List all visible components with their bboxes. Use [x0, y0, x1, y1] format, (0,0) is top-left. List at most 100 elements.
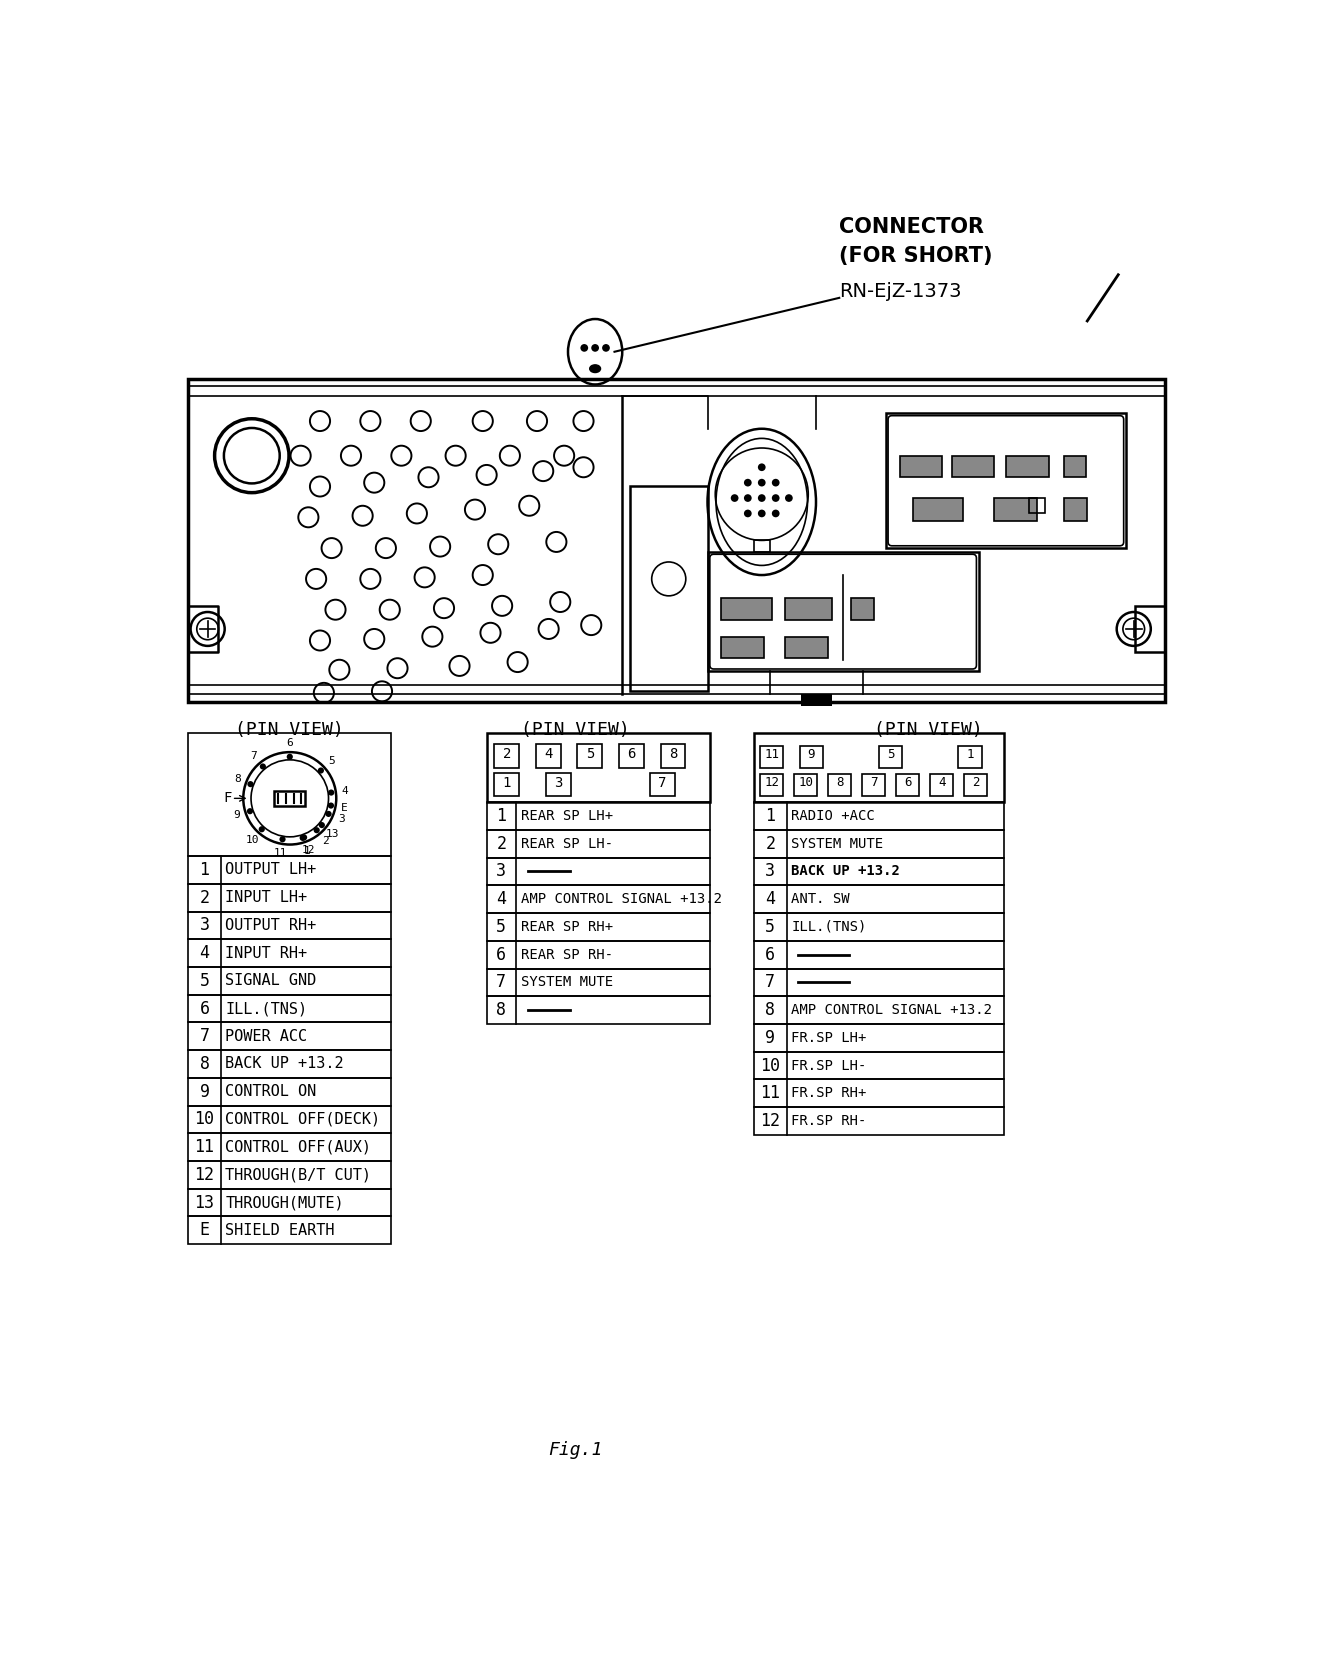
- Bar: [900, 455, 942, 477]
- Bar: [189, 1105, 391, 1134]
- Bar: [754, 1052, 1003, 1079]
- Text: CONNECTOR: CONNECTOR: [840, 217, 985, 237]
- Bar: [189, 912, 391, 939]
- Text: 2: 2: [503, 748, 511, 761]
- Text: 4: 4: [199, 944, 210, 963]
- Text: 12: 12: [764, 776, 779, 790]
- Bar: [754, 857, 1003, 885]
- Text: 3: 3: [496, 862, 507, 880]
- Text: REAR SP RH+: REAR SP RH+: [520, 921, 612, 934]
- Circle shape: [329, 790, 334, 796]
- Text: POWER ACC: POWER ACC: [226, 1028, 308, 1043]
- Circle shape: [772, 494, 780, 502]
- Bar: [619, 744, 644, 768]
- Bar: [1064, 455, 1085, 477]
- Text: 6: 6: [904, 776, 912, 790]
- Text: 1: 1: [766, 806, 775, 825]
- Circle shape: [744, 494, 751, 502]
- Circle shape: [591, 344, 599, 351]
- Text: BACK UP +13.2: BACK UP +13.2: [791, 865, 900, 879]
- Text: 5: 5: [199, 971, 210, 990]
- Bar: [754, 541, 770, 553]
- Bar: [785, 637, 828, 659]
- Bar: [754, 941, 1003, 968]
- Text: THROUGH(MUTE): THROUGH(MUTE): [226, 1194, 345, 1210]
- Text: 6: 6: [496, 946, 507, 964]
- Text: REAR SP RH-: REAR SP RH-: [520, 948, 612, 961]
- Text: 7: 7: [496, 973, 507, 991]
- Text: FR.SP LH+: FR.SP LH+: [791, 1032, 866, 1045]
- Bar: [754, 732, 1003, 801]
- Bar: [708, 553, 978, 672]
- Text: 7: 7: [199, 1026, 210, 1045]
- Bar: [487, 996, 710, 1023]
- Bar: [660, 744, 685, 768]
- Bar: [862, 774, 886, 796]
- Circle shape: [280, 837, 285, 842]
- Circle shape: [602, 344, 610, 351]
- Text: 6: 6: [627, 748, 636, 761]
- Text: SYSTEM MUTE: SYSTEM MUTE: [520, 976, 612, 990]
- Bar: [1006, 455, 1048, 477]
- Text: OUTPUT RH+: OUTPUT RH+: [226, 917, 317, 932]
- Circle shape: [327, 803, 334, 808]
- Text: 1: 1: [966, 748, 974, 761]
- Text: 9: 9: [766, 1028, 775, 1047]
- Bar: [487, 941, 710, 968]
- Ellipse shape: [590, 365, 601, 373]
- Circle shape: [318, 768, 323, 773]
- Circle shape: [744, 509, 751, 517]
- Bar: [189, 995, 391, 1023]
- Circle shape: [301, 835, 308, 840]
- Text: E: E: [342, 803, 348, 813]
- Text: 3: 3: [766, 862, 775, 880]
- Text: 8: 8: [496, 1001, 507, 1020]
- Bar: [913, 497, 964, 521]
- Text: 1: 1: [304, 847, 310, 857]
- Text: 12: 12: [302, 845, 315, 855]
- Bar: [487, 830, 710, 857]
- Text: ILL.(TNS): ILL.(TNS): [791, 921, 866, 934]
- Bar: [754, 1023, 1003, 1052]
- Text: 8: 8: [199, 1055, 210, 1074]
- Text: 9: 9: [808, 748, 816, 761]
- Bar: [189, 732, 391, 857]
- Bar: [896, 774, 920, 796]
- Text: 4: 4: [496, 890, 507, 909]
- Bar: [189, 685, 1164, 694]
- Bar: [189, 1161, 391, 1189]
- Bar: [487, 885, 710, 912]
- Bar: [546, 773, 572, 796]
- Text: RADIO +ACC: RADIO +ACC: [791, 810, 875, 823]
- Text: 6: 6: [286, 738, 293, 748]
- Text: (PIN VIEW): (PIN VIEW): [521, 721, 630, 739]
- Bar: [964, 774, 987, 796]
- Circle shape: [247, 781, 253, 788]
- Bar: [952, 455, 994, 477]
- Text: 7: 7: [251, 751, 257, 761]
- Text: 10: 10: [194, 1110, 215, 1129]
- Circle shape: [259, 827, 265, 832]
- Text: 4: 4: [342, 786, 348, 796]
- Text: RN-EjZ-1373: RN-EjZ-1373: [840, 282, 962, 301]
- Text: 13: 13: [326, 828, 339, 838]
- Circle shape: [581, 344, 589, 351]
- Circle shape: [758, 509, 766, 517]
- Bar: [275, 791, 305, 806]
- Text: 5: 5: [327, 756, 334, 766]
- Text: SIGNAL GND: SIGNAL GND: [226, 973, 317, 988]
- Bar: [886, 413, 1126, 548]
- Bar: [189, 1050, 391, 1079]
- Bar: [189, 1134, 391, 1161]
- Bar: [487, 732, 710, 801]
- Circle shape: [758, 479, 766, 487]
- Text: 4: 4: [544, 748, 553, 761]
- Text: FR.SP LH-: FR.SP LH-: [791, 1058, 866, 1072]
- Text: 13: 13: [194, 1193, 215, 1211]
- Circle shape: [260, 763, 265, 769]
- Bar: [994, 497, 1038, 521]
- Circle shape: [772, 509, 780, 517]
- Bar: [754, 1107, 1003, 1136]
- Text: ANT. SW: ANT. SW: [791, 892, 850, 906]
- Text: 4: 4: [766, 890, 775, 909]
